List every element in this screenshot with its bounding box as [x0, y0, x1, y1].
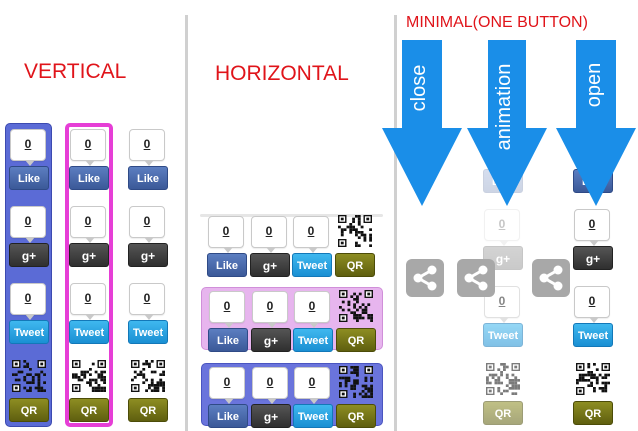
gplus-count: 0	[70, 206, 106, 243]
tweet-button[interactable]: Tweet	[483, 323, 523, 347]
gplus-count: 0	[252, 367, 288, 404]
gplus-count: 0	[251, 216, 287, 253]
open-label: open	[583, 62, 605, 108]
like-count: 0	[209, 367, 245, 404]
like-button[interactable]: Like	[208, 328, 248, 352]
like-button[interactable]: Like	[207, 253, 247, 277]
animation-label: animation	[493, 63, 515, 151]
like-count: 0	[70, 129, 106, 166]
qr-button[interactable]: QR	[483, 401, 523, 425]
tweet-button[interactable]: Tweet	[128, 320, 168, 344]
animation-arrow-icon	[467, 40, 547, 206]
like-button[interactable]: Like	[9, 166, 49, 190]
gplus-button[interactable]: g+	[251, 328, 291, 352]
gplus-button[interactable]: g+	[128, 243, 168, 267]
gplus-count: 0	[484, 209, 520, 246]
share-button[interactable]	[532, 259, 570, 297]
tweet-count: 0	[294, 291, 330, 328]
qr-code-icon	[339, 366, 373, 398]
tweet-count: 0	[574, 286, 610, 323]
section-divider	[185, 15, 188, 431]
qr-button[interactable]: QR	[9, 398, 49, 422]
qr-button[interactable]: QR	[573, 401, 613, 425]
like-button[interactable]: Like	[69, 166, 109, 190]
tweet-button[interactable]: Tweet	[69, 320, 109, 344]
like-count: 0	[208, 216, 244, 253]
share-button[interactable]	[406, 259, 444, 297]
gplus-count: 0	[574, 209, 610, 246]
tweet-button[interactable]: Tweet	[292, 253, 332, 277]
qr-code-icon	[12, 360, 46, 392]
qr-button[interactable]: QR	[69, 398, 109, 422]
like-button[interactable]: Like	[208, 404, 248, 428]
like-button[interactable]: Like	[128, 166, 168, 190]
gplus-count: 0	[129, 206, 165, 243]
gplus-button[interactable]: g+	[251, 404, 291, 428]
tweet-count: 0	[70, 283, 106, 320]
like-count: 0	[129, 129, 165, 166]
gplus-button[interactable]: g+	[483, 246, 523, 270]
open-arrow-icon	[556, 40, 636, 206]
share-icon	[413, 265, 437, 291]
qr-button[interactable]: QR	[128, 398, 168, 422]
qr-button[interactable]: QR	[336, 328, 376, 352]
qr-code-icon	[131, 360, 165, 392]
minimal-heading: MINIMAL(ONE BUTTON)	[406, 14, 588, 31]
gplus-button[interactable]: g+	[573, 246, 613, 270]
tweet-count: 0	[293, 216, 329, 253]
tweet-button[interactable]: Tweet	[9, 320, 49, 344]
gplus-count: 0	[10, 206, 46, 243]
tweet-count: 0	[10, 283, 46, 320]
tweet-button[interactable]: Tweet	[293, 404, 333, 428]
qr-button[interactable]: QR	[335, 253, 375, 277]
vertical-heading: VERTICAL	[24, 60, 127, 83]
like-count: 0	[209, 291, 245, 328]
gplus-button[interactable]: g+	[9, 243, 49, 267]
qr-code-icon	[576, 363, 610, 395]
close-arrow-icon	[382, 40, 462, 206]
like-count: 0	[10, 129, 46, 166]
qr-code-icon	[338, 215, 372, 247]
gplus-count: 0	[252, 291, 288, 328]
tweet-button[interactable]: Tweet	[573, 323, 613, 347]
qr-button[interactable]: QR	[336, 404, 376, 428]
tweet-button[interactable]: Tweet	[293, 328, 333, 352]
share-icon	[539, 265, 563, 291]
tweet-count: 0	[294, 367, 330, 404]
horizontal-heading: HORIZONTAL	[215, 62, 349, 85]
qr-code-icon	[339, 290, 373, 322]
share-icon	[464, 265, 488, 291]
section-divider	[394, 15, 397, 431]
qr-code-icon	[486, 363, 520, 395]
close-label: close	[408, 64, 430, 112]
horizontal-row-plain-bar	[200, 214, 383, 217]
gplus-button[interactable]: g+	[250, 253, 290, 277]
qr-code-icon	[72, 360, 106, 392]
gplus-button[interactable]: g+	[69, 243, 109, 267]
share-button[interactable]	[457, 259, 495, 297]
tweet-count: 0	[129, 283, 165, 320]
